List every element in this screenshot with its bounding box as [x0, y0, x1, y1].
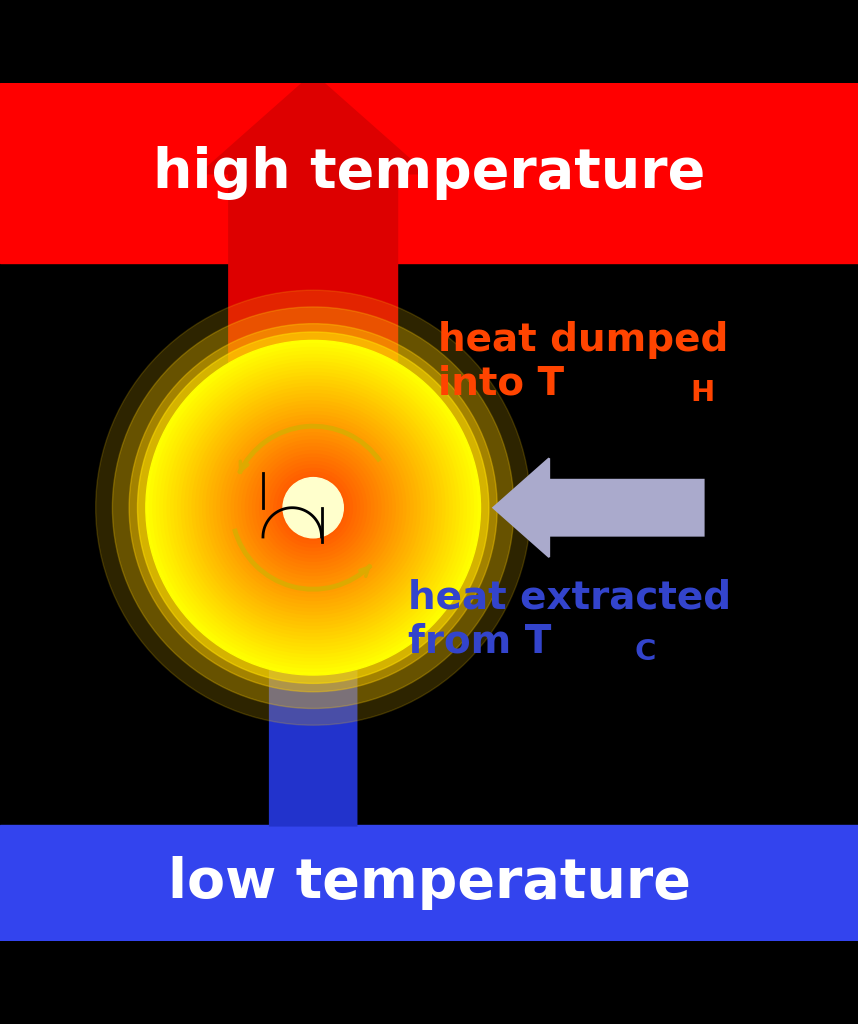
Circle shape — [235, 429, 391, 586]
Circle shape — [164, 358, 462, 657]
Circle shape — [214, 408, 413, 607]
Circle shape — [249, 443, 378, 572]
Circle shape — [199, 394, 427, 622]
Circle shape — [174, 369, 452, 646]
Circle shape — [217, 412, 409, 604]
Circle shape — [160, 354, 466, 660]
Text: C: C — [635, 638, 656, 666]
Circle shape — [239, 433, 388, 583]
Bar — [0, 825, 858, 941]
Circle shape — [146, 340, 480, 675]
Circle shape — [270, 465, 356, 551]
Circle shape — [196, 390, 431, 626]
Bar — [0, 83, 858, 263]
Circle shape — [156, 351, 470, 665]
Text: H: H — [691, 379, 715, 407]
Circle shape — [137, 332, 489, 683]
Circle shape — [181, 376, 445, 639]
Circle shape — [129, 324, 498, 692]
Circle shape — [210, 404, 416, 611]
Circle shape — [178, 373, 449, 643]
Circle shape — [224, 419, 402, 597]
Circle shape — [242, 436, 384, 579]
Circle shape — [263, 458, 363, 558]
Circle shape — [153, 347, 474, 668]
Circle shape — [231, 426, 396, 590]
Circle shape — [245, 440, 381, 575]
Circle shape — [192, 387, 434, 629]
Circle shape — [252, 447, 374, 568]
Circle shape — [288, 482, 338, 532]
FancyArrow shape — [202, 75, 425, 547]
Circle shape — [202, 397, 424, 618]
Text: heat extracted
from T: heat extracted from T — [408, 579, 731, 660]
Circle shape — [260, 455, 366, 561]
Circle shape — [227, 422, 399, 593]
Circle shape — [171, 366, 456, 650]
Circle shape — [96, 290, 530, 725]
Circle shape — [185, 380, 441, 636]
Text: low temperature: low temperature — [167, 856, 691, 910]
Circle shape — [277, 472, 349, 544]
Circle shape — [167, 361, 459, 653]
Circle shape — [267, 461, 360, 554]
Circle shape — [281, 475, 346, 540]
Circle shape — [206, 400, 420, 614]
Text: high temperature: high temperature — [153, 146, 705, 200]
Circle shape — [149, 344, 477, 672]
Circle shape — [283, 477, 343, 538]
Circle shape — [274, 468, 353, 547]
Circle shape — [112, 307, 514, 709]
Circle shape — [256, 451, 371, 565]
Text: heat dumped
into T: heat dumped into T — [438, 321, 728, 402]
Circle shape — [285, 479, 341, 537]
FancyArrow shape — [493, 459, 704, 557]
Circle shape — [189, 383, 438, 633]
Circle shape — [221, 415, 406, 600]
FancyArrow shape — [249, 547, 378, 825]
